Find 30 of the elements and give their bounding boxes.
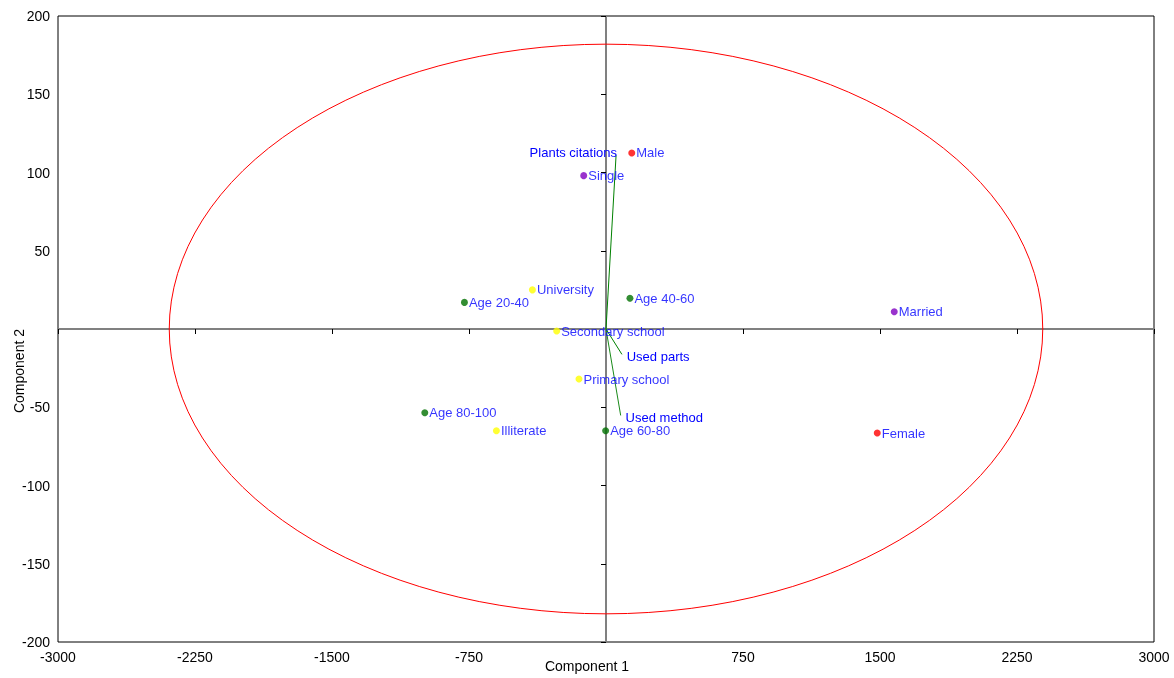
y-tick-label: -50 [29, 399, 51, 416]
x-tick-label: 3000 [1138, 649, 1170, 665]
x-tick-label: -2250 [177, 649, 214, 665]
x-tick-label: -750 [454, 649, 484, 665]
series-label: Female [881, 425, 926, 441]
series-label: Age 80-100 [429, 405, 497, 421]
series-label: Used method [625, 409, 703, 425]
x-tick-label: 750 [731, 649, 755, 665]
series-label: Illiterate [500, 423, 547, 439]
series-label: Age 20-40 [468, 294, 529, 310]
y-axis-title: Component 2 [11, 328, 27, 414]
x-tick-label: -1500 [314, 649, 351, 665]
series-label: Married [898, 304, 943, 320]
y-tick-label: -200 [21, 634, 51, 650]
x-tick-label: 2250 [1001, 649, 1033, 665]
x-axis-title: Component 1 [544, 658, 630, 674]
series-label: Plants citations [529, 145, 618, 161]
series-label: Age 40-60 [634, 290, 695, 306]
y-tick-label: -150 [21, 555, 51, 572]
series-label: Age 60-80 [610, 423, 671, 439]
series-label: Used parts [626, 348, 691, 364]
y-tick-label: 50 [34, 242, 51, 259]
y-tick-label: -100 [21, 477, 51, 494]
y-tick-label: 150 [26, 86, 51, 103]
y-tick-label: 100 [26, 164, 51, 181]
y-tick-label: 200 [26, 8, 51, 24]
x-tick-label: -3000 [40, 649, 77, 665]
x-tick-label: 1500 [864, 649, 896, 665]
series-label: University [536, 282, 595, 298]
series-label: Male [636, 145, 665, 161]
